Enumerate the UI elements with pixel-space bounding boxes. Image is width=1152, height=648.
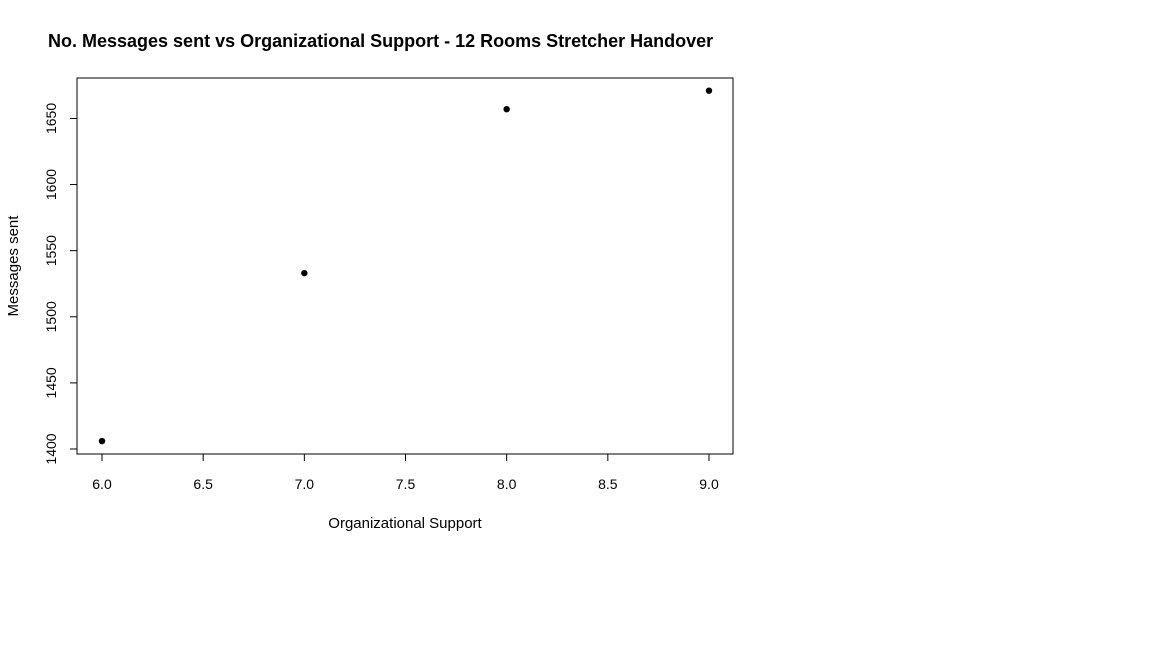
data-point — [301, 269, 308, 277]
y-tick-label: 1450 — [43, 367, 59, 398]
x-tick-label: 6.0 — [92, 476, 112, 492]
y-tick-label: 1550 — [43, 235, 59, 266]
x-axis: 6.0 6.5 7.0 7.5 8.0 8.5 9.0 — [92, 453, 719, 492]
y-tick-label: 1400 — [43, 433, 59, 464]
x-axis-label: Organizational Support — [328, 515, 482, 532]
x-tick-label: 7.0 — [295, 476, 315, 492]
y-axis-label: Messages sent — [5, 215, 22, 317]
x-tick-label: 8.5 — [598, 476, 618, 492]
data-point — [503, 105, 510, 113]
y-axis: 1400 1450 1500 1550 1600 1650 — [43, 103, 78, 465]
y-tick-label: 1650 — [43, 103, 59, 134]
chart-title: No. Messages sent vs Organizational Supp… — [48, 31, 713, 51]
x-tick-label: 6.5 — [193, 476, 213, 492]
data-point — [705, 87, 713, 94]
x-tick-label: 8.0 — [497, 476, 517, 492]
y-tick-label: 1600 — [43, 169, 59, 200]
x-tick-label: 7.5 — [396, 476, 416, 492]
y-tick-label: 1500 — [43, 301, 59, 332]
data-points — [98, 87, 713, 445]
x-tick-label: 9.0 — [699, 476, 719, 492]
plot-frame — [76, 77, 734, 455]
data-point — [98, 437, 106, 445]
